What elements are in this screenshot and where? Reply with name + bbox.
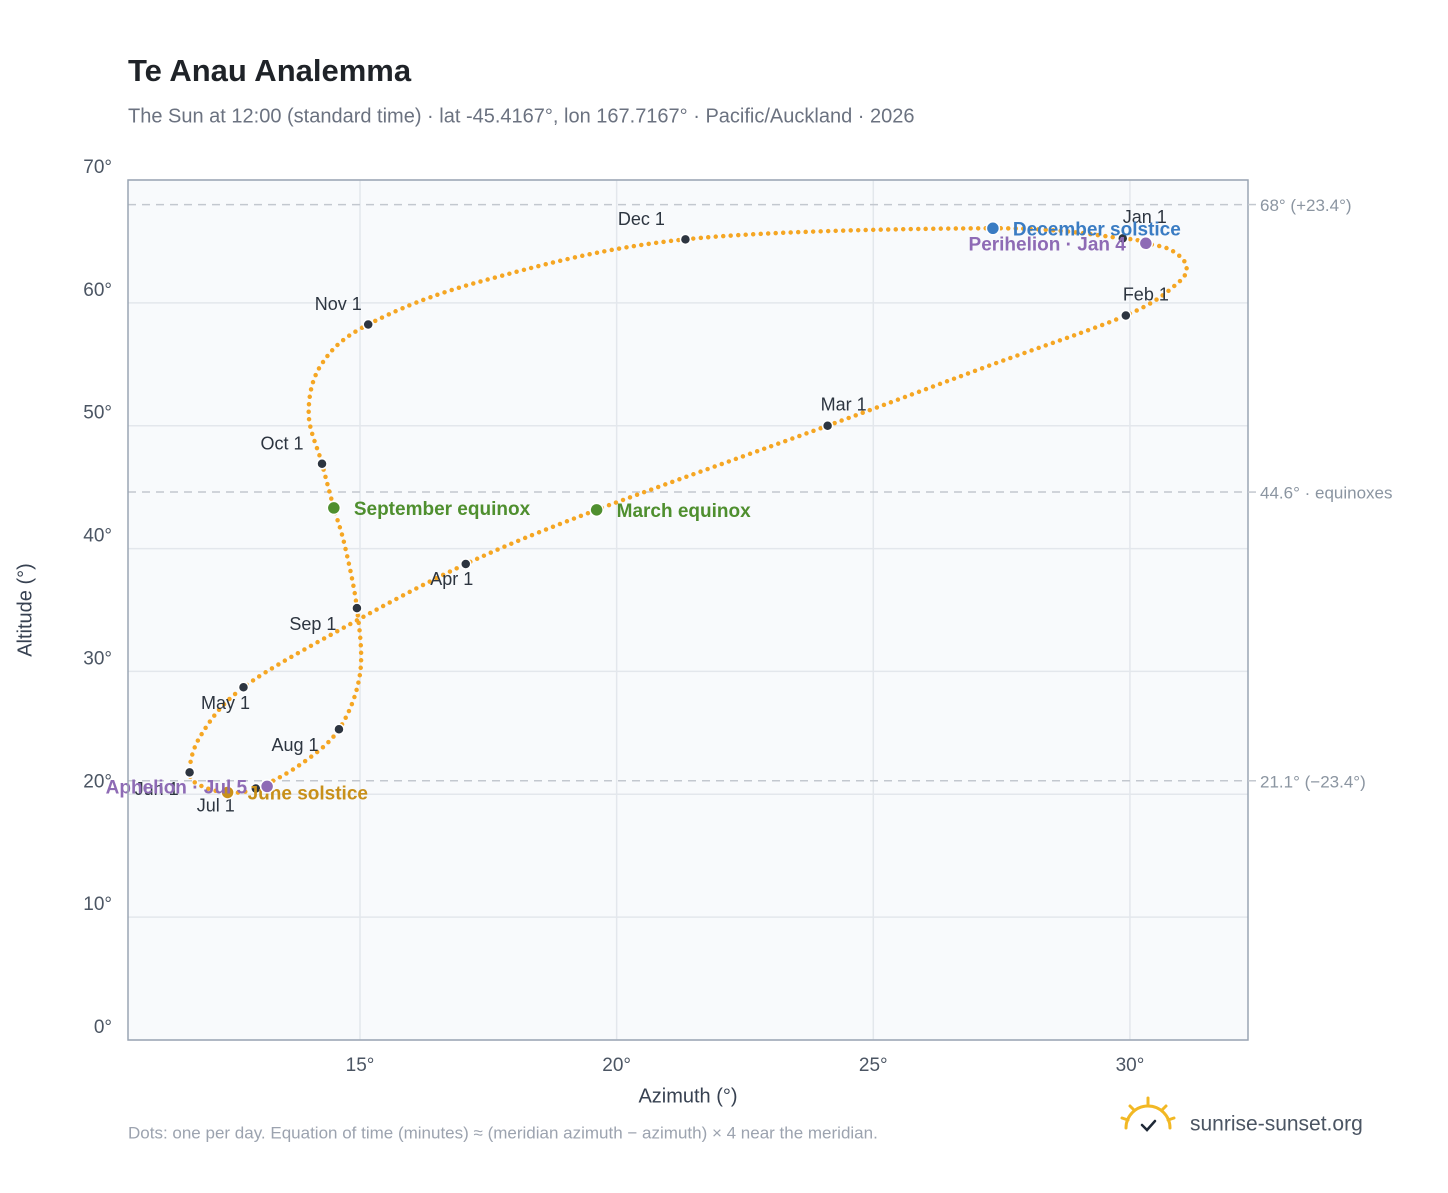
y-tick-label: 0° — [94, 1017, 112, 1038]
month-marker — [679, 233, 692, 246]
plot-border — [127, 179, 1249, 1041]
brand: sunrise-sunset.org — [1190, 1113, 1363, 1136]
y-tick-label: 70° — [83, 157, 112, 178]
month-label: Jun 1 — [135, 779, 179, 799]
month-label: Nov 1 — [315, 294, 362, 314]
month-marker — [333, 723, 345, 736]
reference-label: 44.6° · equinoxes — [1260, 484, 1393, 503]
event-label: March equinox — [617, 501, 752, 522]
month-marker — [459, 558, 472, 570]
month-marker — [237, 681, 250, 694]
y-axis-label: Altitude (°) — [14, 563, 36, 657]
event-marker — [259, 779, 275, 794]
x-tick-label: 20° — [602, 1055, 631, 1076]
chart-subtitle: The Sun at 12:00 (standard time) · lat -… — [128, 105, 914, 127]
month-marker — [1120, 309, 1132, 322]
event-label: Perihelion · Jan 4 — [969, 234, 1127, 255]
event-label: September equinox — [354, 499, 531, 520]
month-label: Apr 1 — [430, 569, 473, 589]
event-marker — [326, 500, 342, 516]
event-marker — [985, 221, 1001, 236]
x-tick-label: 30° — [1116, 1055, 1145, 1076]
x-axis-label: Azimuth (°) — [638, 1085, 737, 1107]
month-marker — [1117, 232, 1129, 245]
y-tick-label: 40° — [83, 526, 112, 547]
month-marker — [351, 602, 363, 614]
x-tick-label: 25° — [859, 1055, 888, 1076]
month-label: Aug 1 — [271, 735, 318, 755]
month-label: Feb 1 — [1123, 284, 1169, 304]
month-label: Sep 1 — [289, 614, 336, 634]
event-marker — [220, 785, 235, 800]
reference-label: 68° (+23.4°) — [1260, 196, 1352, 215]
y-tick-label: 50° — [83, 403, 112, 424]
event-marker — [1138, 236, 1154, 251]
month-label: Mar 1 — [821, 394, 867, 414]
month-marker — [362, 318, 374, 331]
x-tick-label: 15° — [346, 1055, 375, 1076]
event-marker — [589, 502, 604, 518]
note: Dots: one per day. Equation of time (min… — [128, 1123, 878, 1142]
month-label: May 1 — [201, 693, 250, 713]
month-marker — [821, 419, 834, 432]
y-tick-label: 60° — [83, 280, 112, 301]
plot-area — [128, 180, 1248, 1040]
month-marker — [183, 766, 196, 779]
month-label: Jan 1 — [1123, 207, 1167, 227]
reference-label: 21.1° (−23.4°) — [1260, 772, 1366, 791]
month-label: Jul 1 — [197, 795, 235, 815]
month-label: Oct 1 — [261, 434, 304, 454]
event-label: June solstice — [248, 783, 368, 804]
event-label: December solstice — [1013, 219, 1181, 240]
y-tick-label: 30° — [83, 648, 112, 669]
y-tick-label: 20° — [83, 771, 112, 792]
event-label: Aphelion · Jul 5 — [106, 777, 248, 798]
chart-title: Te Anau Analemma — [128, 53, 412, 88]
y-tick-label: 10° — [83, 894, 112, 915]
month-marker — [316, 458, 328, 470]
brand-logo — [1120, 1096, 1176, 1132]
month-label: Dec 1 — [618, 209, 665, 229]
